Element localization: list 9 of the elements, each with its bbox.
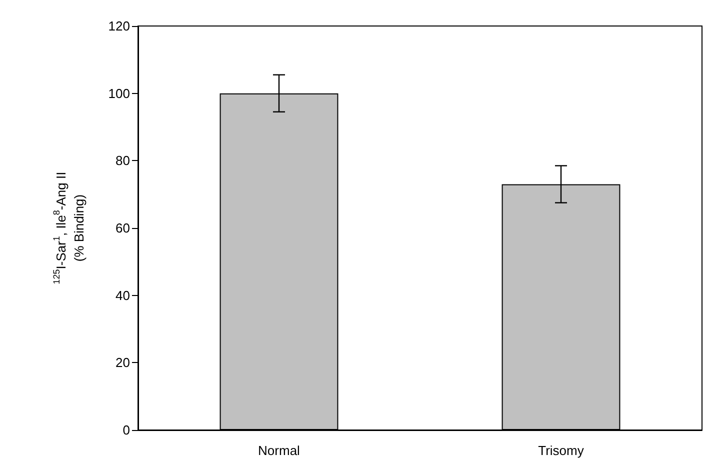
y-tick-label: 100 xyxy=(108,86,130,101)
y-tick-label: 40 xyxy=(116,288,130,303)
y-tick-label: 0 xyxy=(122,422,130,438)
y-tick-label: 120 xyxy=(108,18,130,34)
x-tick-label: Trisomy xyxy=(538,443,584,458)
y-tick-label: 20 xyxy=(116,355,130,370)
y-tick-label: 60 xyxy=(116,220,130,236)
y-tick-label: 80 xyxy=(116,153,130,168)
x-tick-label: Normal xyxy=(258,443,300,458)
